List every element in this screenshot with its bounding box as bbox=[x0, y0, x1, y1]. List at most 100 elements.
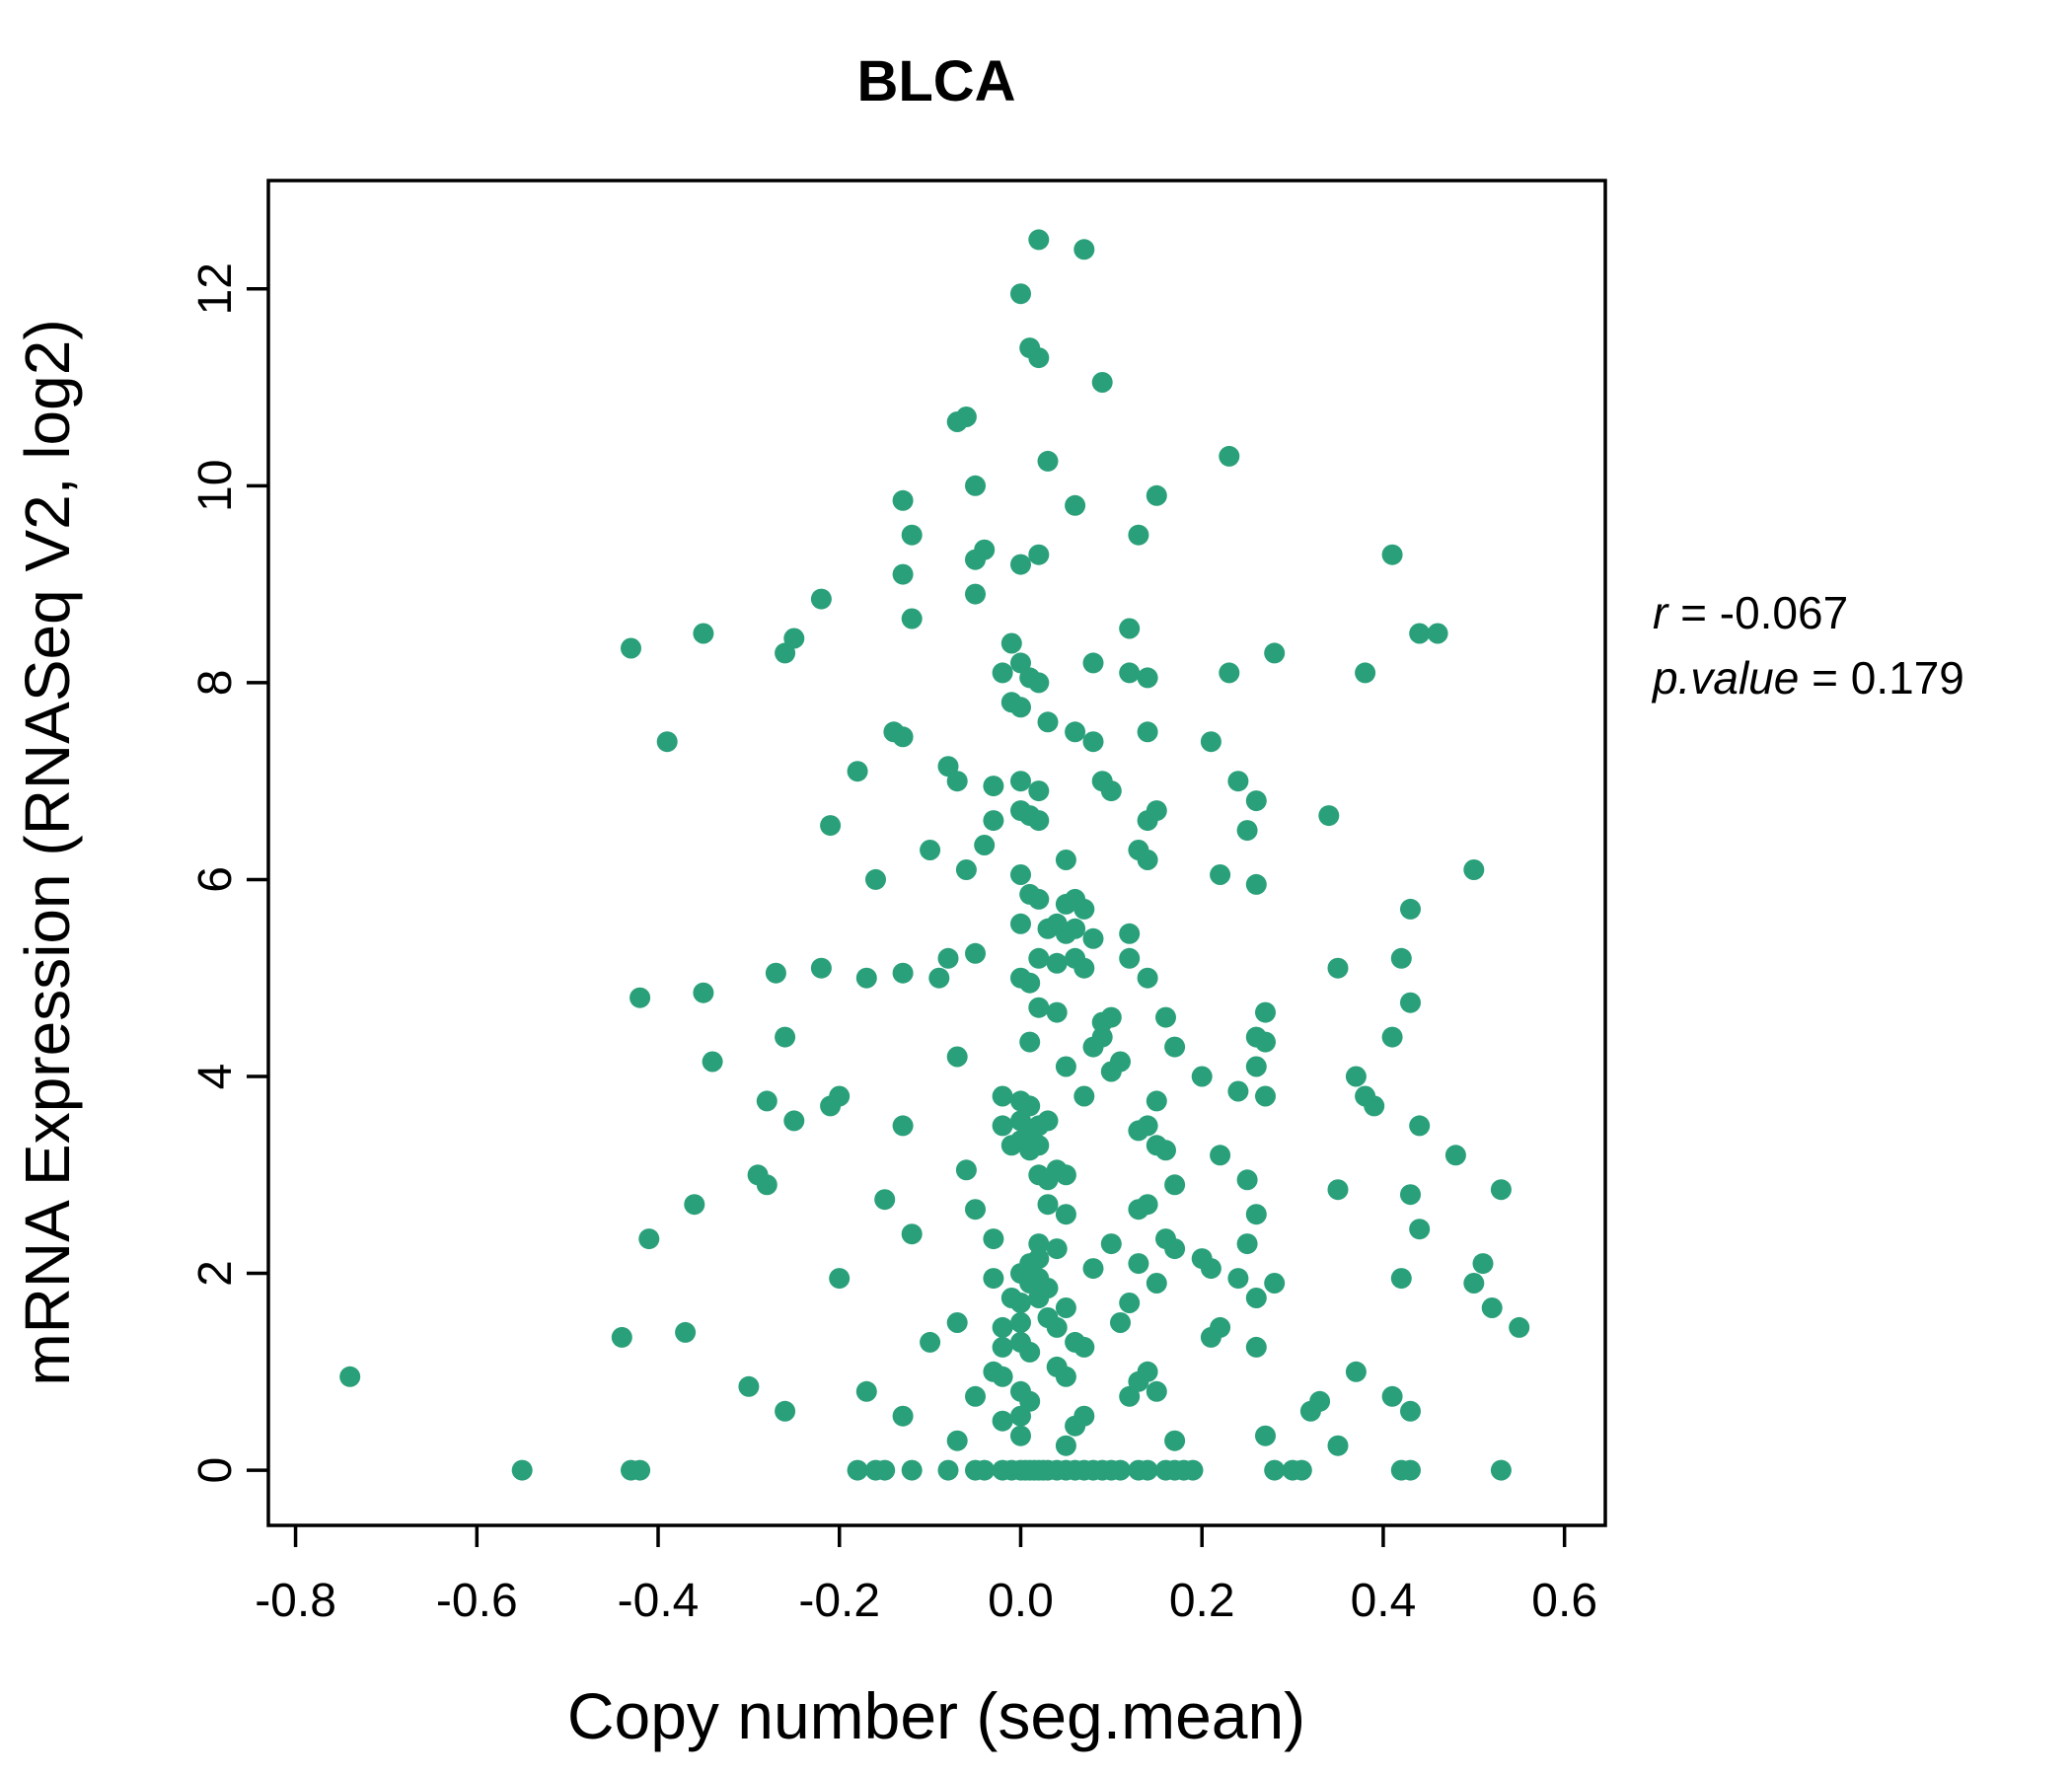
data-point bbox=[1028, 544, 1050, 565]
data-point bbox=[1210, 1145, 1231, 1166]
data-point bbox=[1119, 947, 1141, 969]
data-point bbox=[339, 1366, 361, 1387]
x-tick-label: 0.0 bbox=[988, 1575, 1054, 1627]
data-point bbox=[656, 731, 678, 753]
y-tick-label: 10 bbox=[189, 460, 242, 512]
data-point bbox=[1390, 1268, 1412, 1290]
data-point bbox=[965, 1385, 986, 1407]
data-point bbox=[1264, 642, 1286, 664]
r-label: r bbox=[1653, 587, 1668, 638]
r-value: = -0.067 bbox=[1667, 587, 1849, 638]
data-point bbox=[1227, 771, 1249, 792]
data-point bbox=[1327, 1179, 1349, 1201]
data-point bbox=[1010, 554, 1031, 575]
data-point bbox=[1000, 632, 1022, 654]
data-point bbox=[1100, 1233, 1122, 1255]
data-point bbox=[892, 489, 914, 511]
data-point bbox=[874, 1189, 896, 1211]
x-tick-label: 0.6 bbox=[1531, 1575, 1597, 1627]
data-point bbox=[1255, 1031, 1276, 1053]
data-point bbox=[1255, 1425, 1276, 1446]
data-point bbox=[684, 1194, 705, 1216]
data-point bbox=[1073, 1336, 1095, 1358]
data-point bbox=[1110, 1312, 1131, 1333]
data-point bbox=[1028, 780, 1050, 802]
x-tick-label: -0.6 bbox=[436, 1575, 518, 1627]
data-point bbox=[974, 835, 996, 855]
data-point bbox=[1073, 239, 1095, 260]
data-point bbox=[1427, 623, 1448, 644]
data-point bbox=[1164, 1036, 1186, 1058]
data-point bbox=[1082, 927, 1104, 949]
data-point bbox=[1219, 662, 1240, 684]
data-point bbox=[946, 1046, 968, 1068]
data-point bbox=[1236, 1169, 1258, 1191]
data-point bbox=[847, 1459, 868, 1481]
p-value: = 0.179 bbox=[1799, 652, 1964, 703]
data-point bbox=[1055, 850, 1076, 870]
data-point bbox=[1164, 1174, 1186, 1196]
data-point bbox=[920, 1331, 941, 1353]
data-point bbox=[1400, 992, 1421, 1013]
data-point bbox=[1028, 810, 1050, 832]
data-point bbox=[1010, 913, 1031, 934]
data-point bbox=[983, 776, 1004, 797]
x-tick-label: -0.4 bbox=[618, 1575, 700, 1627]
x-tick-label: -0.2 bbox=[798, 1575, 880, 1627]
data-point bbox=[901, 608, 923, 629]
y-tick-label: 2 bbox=[189, 1260, 242, 1287]
data-point bbox=[1444, 1145, 1466, 1166]
data-point bbox=[1146, 1380, 1167, 1402]
data-point bbox=[892, 1405, 914, 1427]
data-point bbox=[1245, 1336, 1267, 1358]
data-point bbox=[1091, 1026, 1113, 1048]
r-stat-line: r = -0.067 bbox=[1653, 580, 1964, 645]
data-point bbox=[1490, 1459, 1512, 1481]
data-point bbox=[1046, 1001, 1068, 1023]
data-point bbox=[1219, 445, 1240, 467]
data-point bbox=[1345, 1361, 1367, 1382]
data-point bbox=[1400, 1184, 1421, 1206]
data-point bbox=[1245, 1204, 1267, 1225]
data-point bbox=[1110, 1051, 1131, 1073]
data-point bbox=[1227, 1268, 1249, 1290]
p-stat-line: p.value = 0.179 bbox=[1653, 645, 1964, 710]
data-point bbox=[1255, 1001, 1276, 1023]
data-point bbox=[1119, 1293, 1141, 1313]
data-point bbox=[756, 1174, 777, 1196]
data-point bbox=[983, 810, 1004, 832]
data-point bbox=[946, 1312, 968, 1333]
x-tick-label: 0.4 bbox=[1351, 1575, 1417, 1627]
data-point bbox=[1200, 731, 1221, 753]
data-point bbox=[829, 1268, 851, 1290]
y-tick-label: 6 bbox=[189, 866, 242, 893]
data-point bbox=[1236, 820, 1258, 842]
data-point bbox=[629, 987, 651, 1008]
y-axis-label: mRNA Expression (RNASeq V2, log2) bbox=[12, 319, 83, 1385]
data-point bbox=[1100, 780, 1122, 802]
data-point bbox=[1155, 1140, 1176, 1161]
data-point bbox=[1137, 1194, 1158, 1216]
data-point bbox=[1010, 283, 1031, 305]
data-point bbox=[1065, 721, 1086, 743]
data-point bbox=[1128, 524, 1149, 546]
data-point bbox=[992, 1336, 1013, 1358]
data-point bbox=[937, 756, 959, 777]
data-point bbox=[1164, 1238, 1186, 1260]
data-point bbox=[892, 563, 914, 585]
data-point bbox=[1010, 771, 1031, 792]
data-point bbox=[1010, 864, 1031, 885]
data-point bbox=[1327, 1435, 1349, 1456]
chart-title: BLCA bbox=[856, 49, 1015, 113]
data-point bbox=[775, 1400, 796, 1422]
data-point bbox=[874, 1459, 896, 1481]
x-axis-ticks: -0.8 -0.6 -0.4 -0.2 0.0 0.2 0.4 0.6 bbox=[255, 1525, 1597, 1627]
data-point bbox=[1409, 1115, 1431, 1137]
data-point bbox=[1010, 1293, 1031, 1313]
data-point bbox=[1110, 1459, 1131, 1481]
data-point bbox=[738, 1375, 760, 1397]
data-point bbox=[1028, 229, 1050, 251]
data-point bbox=[965, 583, 986, 605]
data-point bbox=[1490, 1179, 1512, 1201]
